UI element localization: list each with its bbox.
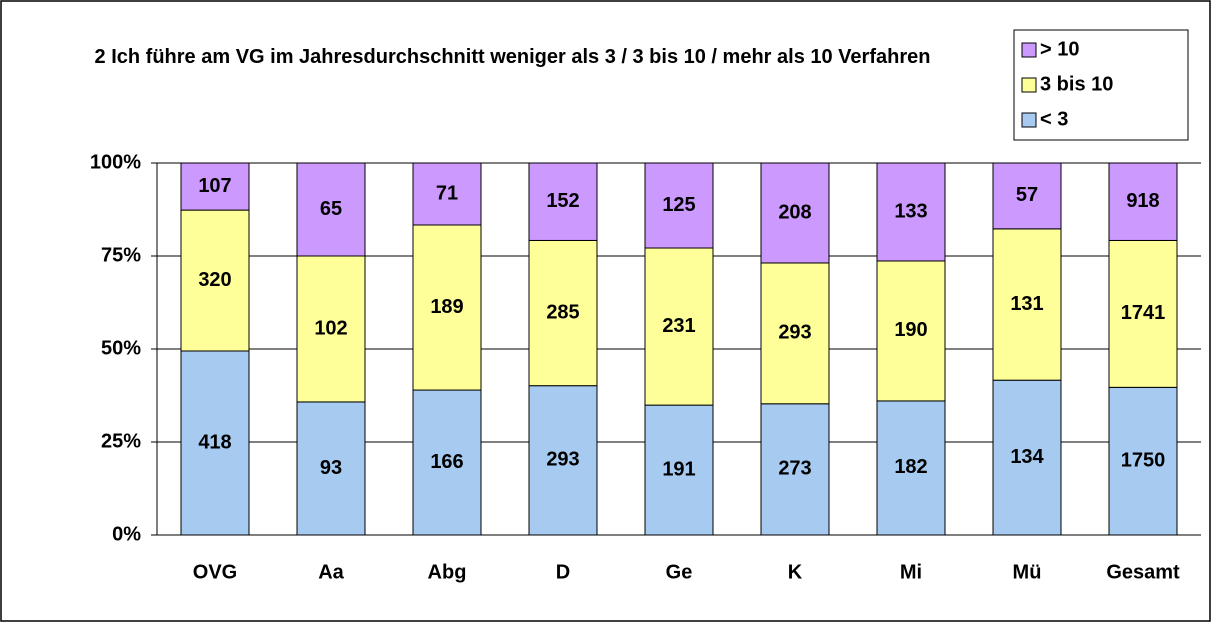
x-tick-label: D	[556, 561, 570, 583]
bar-segment	[180, 209, 250, 352]
data-label: 918	[1126, 190, 1159, 212]
legend-label: < 3	[1040, 108, 1068, 130]
bar-segment	[1108, 162, 1178, 241]
bar-segment	[1108, 239, 1178, 388]
legend-label: 3 bis 10	[1040, 73, 1113, 95]
bar-segment	[992, 228, 1062, 381]
x-tick-label: Abg	[428, 561, 467, 583]
bar-segment	[644, 404, 714, 536]
y-tick-label: 100%	[90, 151, 141, 173]
data-label: 71	[436, 182, 458, 204]
legend-label: > 10	[1040, 38, 1079, 60]
bar-segment	[528, 162, 598, 241]
y-tick-label: 50%	[101, 337, 141, 359]
data-label: 191	[662, 458, 695, 480]
bar-segment	[992, 379, 1062, 536]
data-label: 1750	[1121, 449, 1166, 471]
bar-segment	[296, 401, 366, 536]
data-label: 208	[778, 201, 811, 223]
bar-segment	[412, 224, 482, 391]
data-label: 133	[894, 200, 927, 222]
bar-segment	[644, 247, 714, 406]
bar-segment	[644, 162, 714, 249]
legend-swatch	[1021, 42, 1037, 58]
data-label: 182	[894, 456, 927, 478]
bar-segment	[180, 162, 250, 211]
bar-segment	[992, 162, 1062, 230]
data-label: 189	[430, 296, 463, 318]
bar-segment	[412, 162, 482, 226]
bar-segment	[412, 389, 482, 536]
data-label: 134	[1010, 446, 1044, 468]
y-tick-label: 0%	[112, 523, 141, 545]
bar-segment	[296, 255, 366, 403]
data-label: 285	[546, 301, 579, 323]
y-tick-label: 75%	[101, 244, 141, 266]
legend-swatch	[1021, 77, 1037, 93]
data-label: 65	[320, 198, 342, 220]
x-tick-label: Ge	[666, 561, 693, 583]
bar-segment	[876, 162, 946, 262]
bar-segment	[760, 162, 830, 264]
data-label: 102	[314, 317, 347, 339]
data-label: 1741	[1121, 302, 1166, 324]
x-tick-label: Aa	[318, 561, 344, 583]
bar-segment	[876, 260, 946, 402]
data-label: 107	[198, 175, 231, 197]
bar-segment	[180, 350, 250, 536]
data-label: 131	[1010, 293, 1043, 315]
bar-segment	[528, 239, 598, 387]
x-tick-label: OVG	[193, 561, 237, 583]
data-label: 57	[1016, 184, 1038, 206]
data-label: 273	[778, 458, 811, 480]
y-tick-label: 25%	[101, 430, 141, 452]
data-label: 152	[546, 190, 579, 212]
bar-segment	[296, 162, 366, 257]
legend-box	[1013, 29, 1189, 141]
legend-swatch	[1021, 112, 1037, 128]
data-label: 293	[778, 322, 811, 344]
bar-segment	[760, 403, 830, 536]
x-tick-label: Mi	[900, 561, 922, 583]
bar-segment	[876, 400, 946, 536]
data-label: 231	[662, 315, 695, 337]
x-tick-label: K	[788, 561, 803, 583]
data-label: 293	[546, 449, 579, 471]
data-label: 125	[662, 194, 695, 216]
bar-segment	[1108, 386, 1178, 536]
data-label: 166	[430, 451, 463, 473]
bar-segment	[760, 262, 830, 405]
x-tick-label: Gesamt	[1106, 561, 1180, 583]
x-tick-label: Mü	[1013, 561, 1042, 583]
chart-title: 2 Ich führe am VG im Jahresdurchschnitt …	[94, 46, 931, 68]
data-label: 320	[198, 269, 231, 291]
data-label: 418	[198, 431, 231, 453]
data-label: 190	[894, 319, 927, 341]
data-label: 93	[320, 457, 342, 479]
